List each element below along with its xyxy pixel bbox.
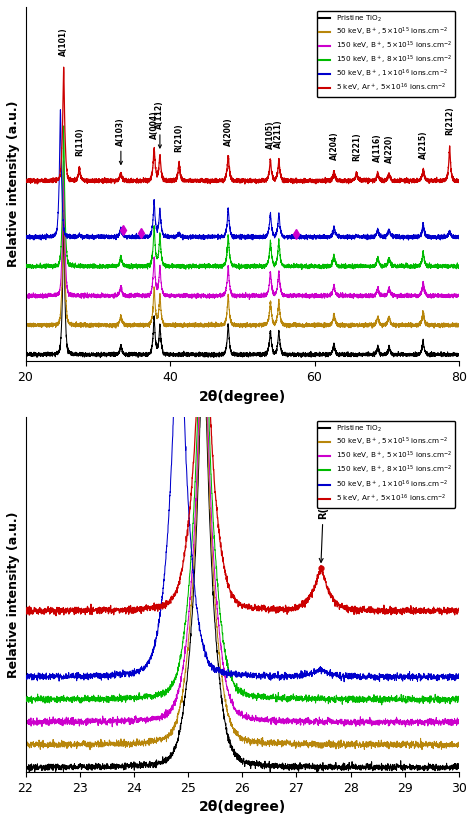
Text: A(112): A(112) bbox=[155, 101, 164, 148]
Text: R(210): R(210) bbox=[174, 123, 183, 152]
Legend: Pristine TiO$_2$, 50 keV, B$^+$, 5×10$^{15}$ ions.cm$^{-2}$, 150 keV, B$^+$, 5×1: Pristine TiO$_2$, 50 keV, B$^+$, 5×10$^{… bbox=[317, 421, 456, 507]
Text: R(212): R(212) bbox=[445, 107, 454, 135]
Text: R(110): R(110) bbox=[75, 127, 84, 156]
Text: A(004): A(004) bbox=[150, 110, 159, 139]
Y-axis label: Relative intensity (a.u.): Relative intensity (a.u.) bbox=[7, 101, 20, 268]
Text: A(200): A(200) bbox=[224, 117, 233, 146]
X-axis label: 2θ(degree): 2θ(degree) bbox=[199, 389, 286, 404]
Text: A(211): A(211) bbox=[274, 119, 283, 148]
Text: A(116): A(116) bbox=[374, 134, 383, 163]
Y-axis label: Relative intensity (a.u.): Relative intensity (a.u.) bbox=[7, 511, 20, 678]
Text: A(105): A(105) bbox=[266, 120, 275, 149]
Legend: Pristine TiO$_2$, 50 keV, B$^+$, 5×10$^{15}$ ions.cm$^{-2}$, 150 keV, B$^+$, 5×1: Pristine TiO$_2$, 50 keV, B$^+$, 5×10$^{… bbox=[317, 11, 456, 97]
Text: A(101): A(101) bbox=[59, 28, 68, 57]
Text: A(215): A(215) bbox=[419, 131, 428, 159]
Text: A(204): A(204) bbox=[329, 131, 338, 160]
Text: A(220): A(220) bbox=[384, 134, 393, 163]
Text: A(103): A(103) bbox=[117, 117, 126, 164]
Text: R(110): R(110) bbox=[319, 482, 328, 562]
Text: R(221): R(221) bbox=[352, 133, 361, 161]
X-axis label: 2θ(degree): 2θ(degree) bbox=[199, 800, 286, 814]
